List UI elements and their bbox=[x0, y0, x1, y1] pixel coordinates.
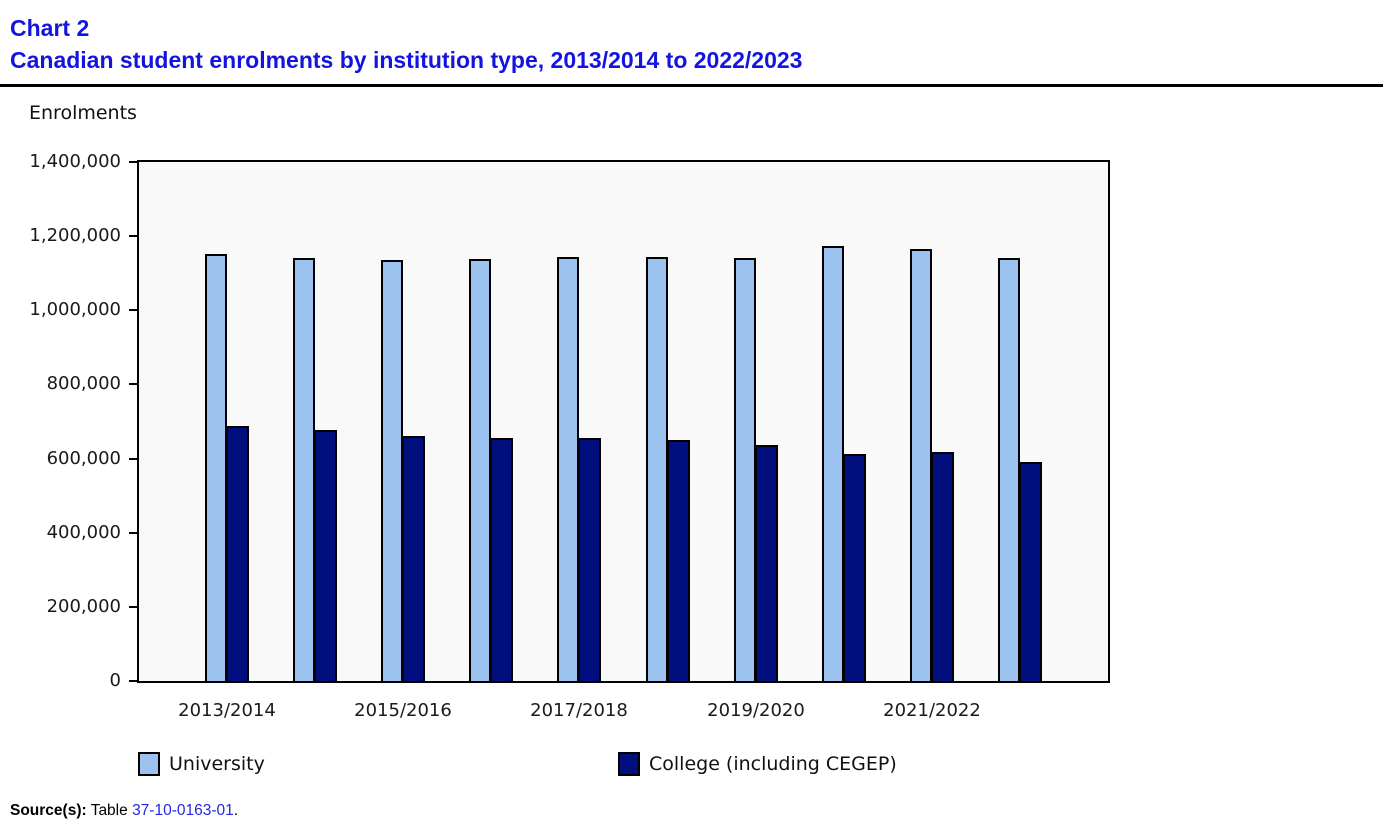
source-text: Table bbox=[90, 802, 128, 819]
bar-college-2016-2017 bbox=[490, 438, 513, 681]
bar-college-2014-2015 bbox=[314, 430, 337, 681]
bar-college-2015-2016 bbox=[402, 436, 425, 681]
chart-title: Canadian student enrolments by instituti… bbox=[10, 47, 803, 73]
bar-university-2020-2021 bbox=[822, 246, 844, 681]
y-axis-tick-label: 1,000,000 bbox=[29, 299, 121, 320]
y-axis-tick-mark bbox=[129, 309, 137, 311]
source-period: . bbox=[233, 802, 239, 819]
legend-label-university: University bbox=[169, 753, 265, 775]
bar-college-2017-2018 bbox=[578, 438, 601, 681]
bar-university-2013-2014 bbox=[205, 254, 227, 681]
y-axis-tick-label: 0 bbox=[109, 670, 121, 691]
y-axis-tick-mark bbox=[129, 383, 137, 385]
bar-college-2021-2022 bbox=[931, 452, 954, 681]
bar-college-2020-2021 bbox=[843, 454, 866, 681]
bar-college-2022-2023 bbox=[1019, 462, 1042, 681]
y-axis-tick-mark bbox=[129, 532, 137, 534]
chart-number: Chart 2 bbox=[10, 15, 90, 41]
legend-item-college: College (including CEGEP) bbox=[618, 752, 897, 776]
bar-university-2015-2016 bbox=[381, 260, 403, 681]
y-axis-tick-label: 200,000 bbox=[46, 596, 121, 617]
y-axis-tick-mark bbox=[129, 680, 137, 682]
y-axis-tick-label: 1,400,000 bbox=[29, 151, 121, 172]
bar-university-2021-2022 bbox=[910, 249, 932, 681]
college-swatch-icon bbox=[618, 752, 640, 776]
x-axis-tick-label: 2013/2014 bbox=[178, 700, 276, 721]
y-axis-unit-label: Enrolments bbox=[29, 102, 137, 124]
source-line: Source(s): Table 37-10-0163-01. bbox=[10, 802, 238, 820]
bar-university-2017-2018 bbox=[557, 257, 579, 681]
bar-college-2018-2019 bbox=[667, 440, 690, 681]
y-axis-tick-mark bbox=[129, 161, 137, 163]
chart-title-block: Chart 2 Canadian student enrolments by i… bbox=[10, 12, 802, 76]
y-axis-tick-label: 600,000 bbox=[46, 448, 121, 469]
y-axis-tick-mark bbox=[129, 606, 137, 608]
bar-university-2018-2019 bbox=[646, 257, 668, 681]
bar-college-2013-2014 bbox=[226, 426, 249, 681]
source-table-link[interactable]: 37-10-0163-01 bbox=[132, 802, 234, 819]
x-axis-tick-label: 2019/2020 bbox=[707, 700, 805, 721]
bar-college-2019-2020 bbox=[755, 445, 778, 681]
legend-label-college: College (including CEGEP) bbox=[649, 753, 897, 775]
y-axis-tick-mark bbox=[129, 235, 137, 237]
x-axis-tick-label: 2017/2018 bbox=[530, 700, 628, 721]
x-axis-tick-label: 2021/2022 bbox=[883, 700, 981, 721]
bar-university-2014-2015 bbox=[293, 258, 315, 681]
y-axis-tick-mark bbox=[129, 458, 137, 460]
y-axis-tick-label: 400,000 bbox=[46, 522, 121, 543]
bar-university-2022-2023 bbox=[998, 258, 1020, 681]
university-swatch-icon bbox=[138, 752, 160, 776]
legend-item-university: University bbox=[138, 752, 265, 776]
bar-university-2016-2017 bbox=[469, 259, 491, 681]
y-axis-tick-label: 800,000 bbox=[46, 373, 121, 394]
title-divider bbox=[0, 84, 1383, 87]
y-axis-tick-label: 1,200,000 bbox=[29, 225, 121, 246]
source-label: Source(s): bbox=[10, 802, 87, 819]
bar-university-2019-2020 bbox=[734, 258, 756, 681]
x-axis-tick-label: 2015/2016 bbox=[354, 700, 452, 721]
plot-area bbox=[137, 160, 1110, 683]
